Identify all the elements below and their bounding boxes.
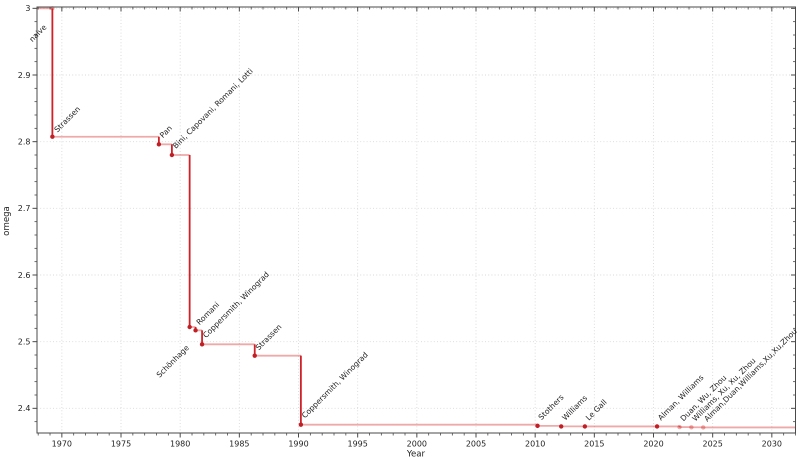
x-tick-label: 1990 [288, 440, 308, 449]
data-point-marker [582, 424, 588, 429]
data-point-marker [187, 324, 192, 330]
chart-render-root: 1970 1975 1980 1985 1990 1995 2000 2005 2010 2015… [18, 4, 799, 448]
x-tick-label: 2025 [702, 440, 722, 449]
y-tick-label: 3 [25, 4, 30, 13]
data-point-marker [654, 424, 660, 429]
data-point-marker [677, 424, 682, 430]
annotation-label: Pan [158, 124, 174, 140]
data-point-marker [193, 328, 198, 333]
x-tick-label: 2005 [466, 440, 486, 449]
x-tick-label: 1970 [52, 440, 72, 449]
data-point-marker [252, 353, 257, 358]
y-tick-label: 2.5 [18, 337, 31, 346]
x-tick-label: 2010 [525, 440, 545, 449]
x-tick-label: 2030 [762, 440, 782, 449]
data-point-marker [50, 134, 55, 139]
data-point-marker [169, 152, 175, 158]
x-tick-label: 2015 [584, 440, 604, 449]
y-tick-label: 2.4 [18, 404, 31, 413]
annotation-label: Coppersmith, Winograd [300, 350, 370, 420]
annotation-label: Alman,Duan,Williams,Xu,Xu,Zhou [702, 327, 799, 424]
annotation-label: naive [27, 22, 48, 43]
plot-border [36, 6, 796, 434]
x-tick-label: 1995 [347, 440, 367, 449]
x-tick-label: 2020 [643, 440, 663, 449]
annotation-label: Le Gall [584, 398, 609, 423]
data-point-marker [535, 423, 540, 429]
x-tick-label: 1980 [170, 440, 190, 449]
annotation-label: Strassen [254, 322, 284, 352]
y-tick-label: 2.9 [18, 71, 31, 80]
data-point-marker [298, 422, 304, 427]
y-axis-title: omega [2, 206, 12, 236]
data-point-marker [559, 424, 564, 429]
y-tick-label: 2.8 [18, 137, 31, 146]
data-point-marker [701, 425, 706, 430]
annotation-label: Bini, Capovani, Romani, Lotti [171, 67, 255, 151]
annotation-label: Schönhage [155, 343, 191, 379]
annotation-label: Strassen [52, 104, 82, 134]
x-axis-title: Year [406, 450, 426, 460]
annotation-label: Williams, Xu, Xu, Zhou [690, 356, 757, 423]
y-tick-label: 2.6 [18, 271, 31, 280]
data-point-marker [689, 425, 694, 430]
x-tick-label: 2000 [407, 440, 427, 449]
data-point-marker [156, 142, 162, 147]
y-tick-label: 2.7 [18, 204, 31, 213]
x-tick-label: 1985 [229, 440, 249, 449]
x-tick-label: 1975 [111, 440, 131, 449]
data-point-marker [199, 342, 205, 347]
